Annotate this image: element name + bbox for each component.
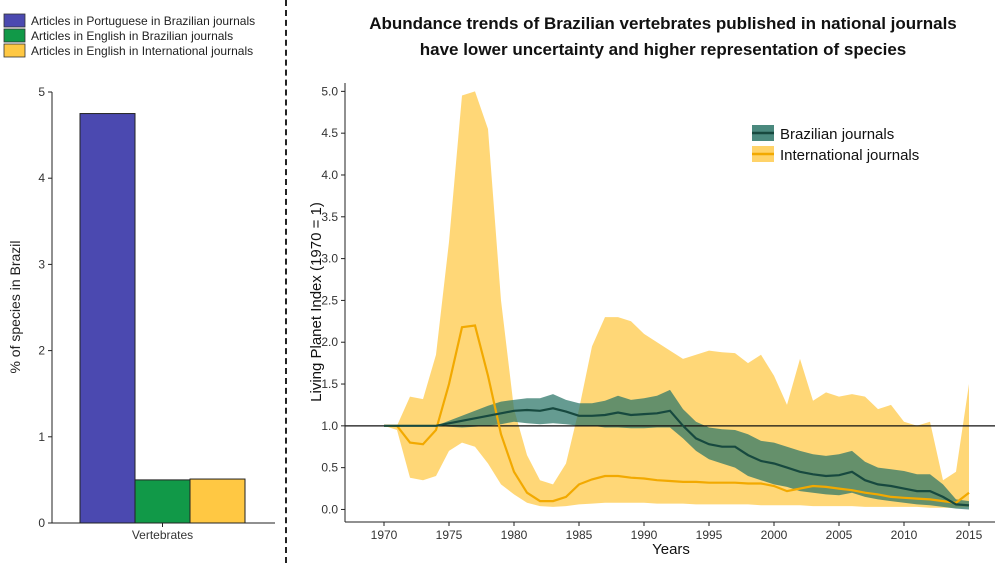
line-x-tick-label: 1995	[696, 528, 723, 542]
line-x-tick-label: 2005	[826, 528, 853, 542]
line-y-tick-label: 0.0	[321, 502, 338, 516]
legend-swatch-portuguese-brazilian	[3, 13, 26, 28]
bar-y-tick-label: 3	[38, 257, 45, 271]
line-x-tick-label: 1975	[436, 528, 463, 542]
bar-y-axis-label: % of species in Brazil	[7, 240, 23, 373]
line-y-axis-label: Living Planet Index (1970 = 1)	[308, 202, 325, 402]
legend-label-english-brazilian: Articles in English in Brazilian journal…	[31, 29, 233, 43]
line-x-tick-label: 1970	[371, 528, 398, 542]
legend-label-portuguese-brazilian: Articles in Portuguese in Brazilian jour…	[31, 14, 255, 28]
bar-y-tick-label: 0	[38, 516, 45, 530]
line-x-tick-label: 1990	[631, 528, 658, 542]
line-x-tick-label: 1985	[566, 528, 593, 542]
international-journals-band	[384, 91, 969, 508]
line-y-tick-label: 1.5	[321, 377, 338, 391]
brazilian-journals-band	[384, 389, 969, 510]
line-x-axis-label: Years	[652, 541, 690, 558]
legend-label-brazilian-journals: Brazilian journals	[780, 126, 894, 143]
line-chart-title-line2: have lower uncertainty and higher repres…	[420, 40, 907, 59]
legend-label-international-journals: International journals	[780, 147, 919, 164]
line-y-tick-label: 5.0	[321, 84, 338, 98]
international-journals-line	[384, 324, 970, 504]
line-chart-title-line1: Abundance trends of Brazilian vertebrate…	[369, 14, 957, 33]
bar-plot-area: 0 1 2 3 4 5 Vertebrates	[38, 85, 275, 542]
bar-chart: Articles in Portuguese in Brazilian jour…	[3, 13, 275, 542]
bar-y-tick-label: 1	[38, 430, 45, 444]
line-y-tick-label: 4.5	[321, 126, 338, 140]
line-plot-area: 0.0 0.5 1.0 1.5 2.0 2.5 3.0 3.5 4.0 4.5 5.0 1970 197…	[321, 83, 995, 542]
line-x-tick-label: 2010	[891, 528, 918, 542]
bar-1	[79, 113, 136, 524]
line-y-tick-label: 1.0	[321, 419, 338, 433]
line-x-tick-label: 2000	[761, 528, 788, 542]
line-y-tick-label: 3.0	[321, 252, 338, 266]
legend-label-english-international: Articles in English in International jou…	[31, 44, 253, 58]
legend-swatch-english-international	[3, 43, 26, 58]
line-y-tick-label: 3.5	[321, 210, 338, 224]
brazilian-journals-line	[384, 407, 970, 507]
line-x-tick-label: 1980	[501, 528, 528, 542]
line-x-tick-label: 2015	[956, 528, 983, 542]
line-y-tick-label: 2.0	[321, 335, 338, 349]
bar-legend: Articles in Portuguese in Brazilian jour…	[3, 13, 255, 58]
line-y-tick-label: 0.5	[321, 461, 338, 475]
line-legend: Brazilian journals International journal…	[752, 125, 919, 164]
bar-y-tick-label: 5	[38, 85, 45, 99]
legend-swatch-english-brazilian	[3, 28, 26, 43]
line-y-tick-label: 4.0	[321, 168, 338, 182]
bar-x-tick-label: Vertebrates	[132, 528, 193, 542]
panel-divider	[285, 0, 287, 563]
line-y-tick-label: 2.5	[321, 293, 338, 307]
bar-3	[189, 478, 246, 524]
bar-y-tick-label: 4	[38, 171, 45, 185]
bar-y-tick-label: 2	[38, 344, 45, 358]
